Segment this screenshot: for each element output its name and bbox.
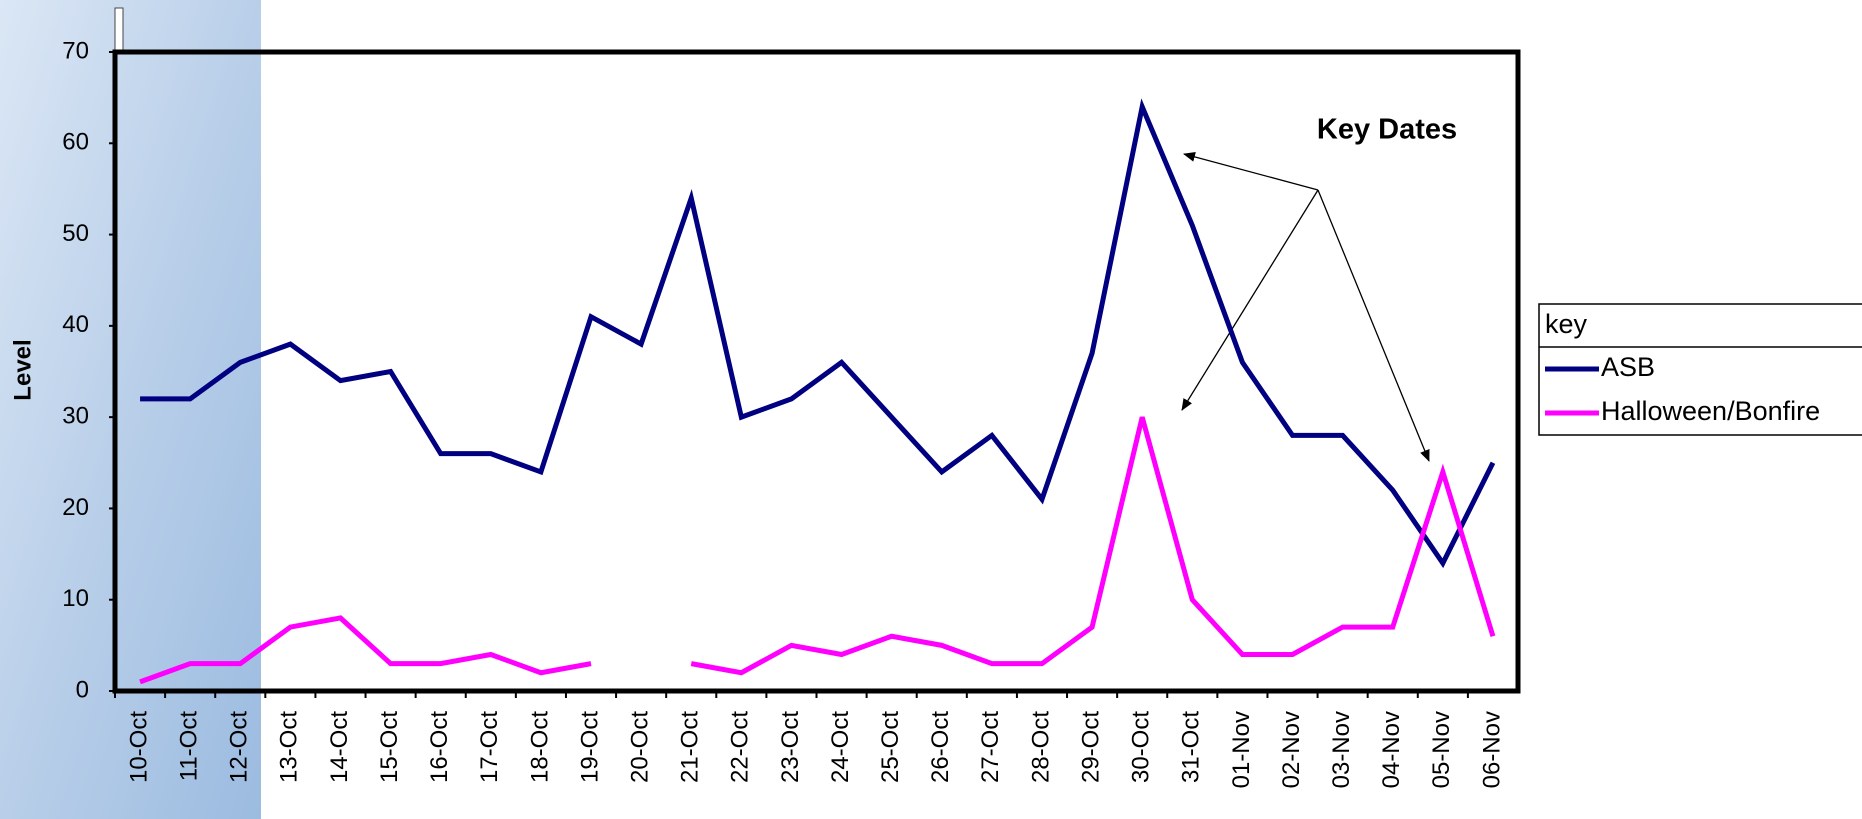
x-tick-label: 06-Nov: [1478, 711, 1505, 788]
x-tick-label: 11-Oct: [176, 711, 203, 782]
x-tick-label: 13-Oct: [276, 711, 303, 783]
x-tick-label: 28-Oct: [1027, 711, 1054, 783]
x-tick-label: 26-Oct: [927, 711, 954, 783]
x-tick-label: 01-Nov: [1228, 711, 1255, 788]
arrows: [1182, 154, 1429, 461]
x-tick-label: 02-Nov: [1278, 711, 1305, 788]
x-tick-label: 14-Oct: [326, 711, 353, 783]
x-tick-label: 23-Oct: [777, 711, 804, 783]
x-tick-label: 20-Oct: [626, 711, 653, 783]
y-tick-label: 70: [62, 37, 89, 64]
x-tick-label: 22-Oct: [727, 711, 754, 783]
x-tick-label: 15-Oct: [376, 711, 403, 783]
x-tick-label: 12-Oct: [226, 711, 253, 783]
x-tick-label: 03-Nov: [1328, 711, 1355, 788]
legend-title: key: [1545, 309, 1588, 339]
x-tick-label: 31-Oct: [1178, 711, 1205, 783]
arrow: [1318, 190, 1429, 461]
decoration: [115, 8, 123, 52]
x-tick-label: 30-Oct: [1128, 711, 1155, 783]
legend-label: ASB: [1601, 352, 1655, 382]
y-tick-label: 30: [62, 402, 89, 429]
x-tick-label: 24-Oct: [827, 711, 854, 783]
background-panel: [0, 0, 261, 819]
series-line: [140, 417, 1493, 682]
y-tick-label: 0: [76, 676, 89, 703]
y-tick-label: 40: [62, 311, 89, 338]
y-tick-label: 60: [62, 129, 89, 156]
y-tick-label: 50: [62, 220, 89, 247]
y-axis-label: Level: [9, 339, 36, 400]
legend-label: Halloween/Bonfire: [1601, 396, 1820, 426]
x-tick-label: 27-Oct: [977, 711, 1004, 783]
x-tick-label: 18-Oct: [526, 711, 553, 783]
chart: Key Dates Level 0 10 20 30 40 50 60 70 10-Oct 11-…: [0, 0, 1862, 819]
x-tick-label: 29-Oct: [1077, 711, 1104, 783]
series-line: [140, 107, 1493, 563]
x-tick-label: 05-Nov: [1428, 711, 1455, 788]
x-tick-label: 16-Oct: [426, 711, 453, 783]
y-tick-label: 20: [62, 494, 89, 521]
x-tick-label: 19-Oct: [576, 711, 603, 783]
x-tick-label: 10-Oct: [125, 711, 152, 783]
annotation: Key Dates: [1317, 114, 1457, 146]
x-tick-label: 04-Nov: [1378, 711, 1405, 788]
y-tick-label: 10: [62, 585, 89, 612]
x-tick-label: 21-Oct: [677, 711, 704, 783]
x-tick-label: 25-Oct: [877, 711, 904, 783]
arrow: [1184, 154, 1318, 190]
x-tick-label: 17-Oct: [476, 711, 503, 783]
